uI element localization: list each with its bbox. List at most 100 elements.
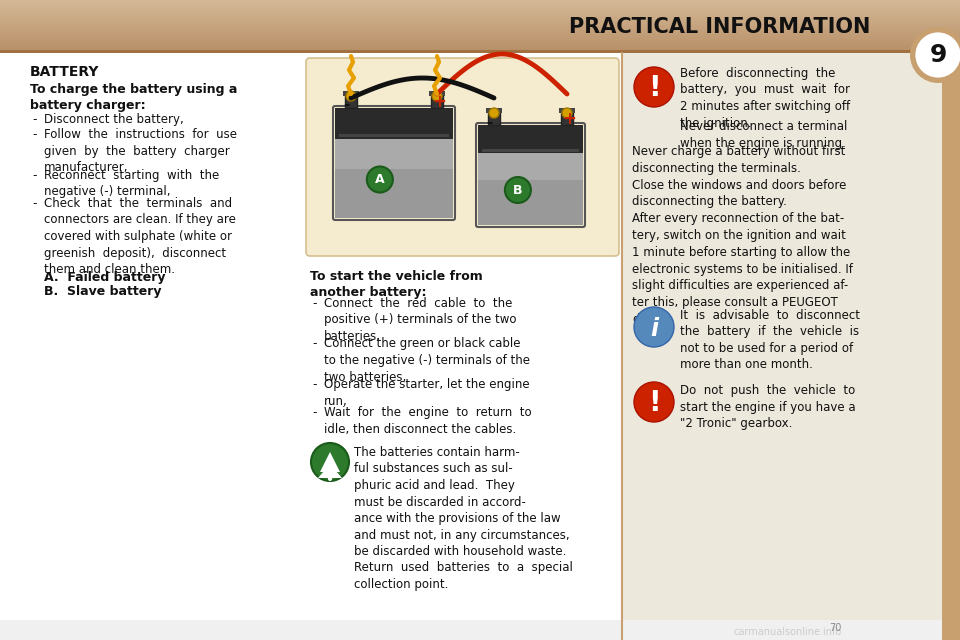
Circle shape — [914, 31, 960, 79]
Bar — [478, 150, 583, 225]
Bar — [0, 30, 960, 31]
Text: +: + — [432, 93, 446, 111]
Bar — [0, 48, 960, 49]
Bar — [0, 23, 960, 24]
Bar — [482, 149, 579, 152]
Text: A.  Failed battery: A. Failed battery — [44, 271, 165, 284]
Bar — [0, 27, 960, 28]
Bar — [486, 108, 502, 113]
Bar — [345, 94, 357, 108]
Text: i: i — [650, 317, 658, 341]
Text: -: - — [32, 113, 36, 126]
Bar — [0, 10, 960, 11]
Bar — [561, 111, 573, 125]
Bar — [622, 53, 960, 640]
Bar — [0, 38, 960, 39]
Text: The batteries contain harm-
ful substances such as sul-
phuric acid and lead.  T: The batteries contain harm- ful substanc… — [354, 446, 573, 591]
Bar — [0, 44, 960, 45]
Text: +: + — [562, 110, 576, 128]
Text: !: ! — [648, 74, 660, 102]
Circle shape — [505, 177, 531, 203]
Text: Wait  for  the  engine  to  return  to
idle, then disconnect the cables.: Wait for the engine to return to idle, t… — [324, 406, 532, 435]
Bar — [0, 11, 960, 12]
Bar — [0, 1, 960, 2]
Bar — [335, 108, 453, 139]
Text: 9: 9 — [929, 43, 947, 67]
Text: carmanualsonline.info: carmanualsonline.info — [733, 627, 841, 637]
Text: To charge the battery using a
battery charger:: To charge the battery using a battery ch… — [30, 83, 237, 112]
Text: -: - — [312, 297, 317, 310]
Bar — [0, 7, 960, 8]
Text: -: - — [32, 129, 36, 141]
Bar — [942, 53, 960, 640]
Text: Never disconnect a terminal
when the engine is running.: Never disconnect a terminal when the eng… — [680, 120, 848, 150]
Bar — [0, 19, 960, 20]
Bar — [478, 125, 583, 153]
Text: Do  not  push  the  vehicle  to
start the engine if you have a
"2 Tronic" gearbo: Do not push the vehicle to start the eng… — [680, 384, 855, 430]
Bar — [0, 15, 960, 16]
Text: Connect  the  red  cable  to  the
positive (+) terminals of the two
batteries,: Connect the red cable to the positive (+… — [324, 297, 516, 343]
Text: -: - — [312, 337, 317, 351]
FancyBboxPatch shape — [306, 58, 619, 256]
Bar — [0, 49, 960, 50]
Polygon shape — [318, 464, 342, 478]
Bar — [0, 33, 960, 34]
Bar — [0, 34, 960, 35]
Bar — [488, 111, 500, 125]
Polygon shape — [320, 452, 340, 472]
Bar — [0, 13, 960, 14]
Circle shape — [562, 108, 572, 118]
Bar — [0, 35, 960, 36]
Bar — [0, 18, 960, 19]
Text: Check  that  the  terminals  and
connectors are clean. If they are
covered with : Check that the terminals and connectors … — [44, 197, 236, 276]
Bar — [0, 37, 960, 38]
Bar — [0, 0, 960, 1]
Circle shape — [634, 382, 674, 422]
Text: 70: 70 — [829, 623, 841, 633]
Text: To start the vehicle from
another battery:: To start the vehicle from another batter… — [310, 270, 483, 299]
Bar — [0, 8, 960, 9]
Circle shape — [634, 307, 674, 347]
Bar — [0, 45, 960, 46]
Bar — [0, 26, 960, 27]
Bar — [0, 47, 960, 48]
Bar — [0, 32, 960, 33]
Text: -: - — [32, 169, 36, 182]
Circle shape — [634, 67, 674, 107]
Bar — [0, 29, 960, 30]
Bar — [343, 91, 359, 96]
Text: -: - — [312, 406, 317, 419]
Bar — [0, 42, 960, 43]
Bar — [0, 50, 960, 53]
Circle shape — [910, 27, 960, 83]
Bar — [0, 20, 960, 21]
Bar — [0, 22, 960, 23]
Bar — [0, 2, 960, 3]
Circle shape — [367, 166, 393, 193]
Bar — [339, 134, 449, 138]
Text: BATTERY: BATTERY — [30, 65, 100, 79]
Text: Connect the green or black cable
to the negative (-) terminals of the
two batter: Connect the green or black cable to the … — [324, 337, 530, 383]
Bar — [0, 12, 960, 13]
Bar — [0, 5, 960, 6]
Text: -: - — [312, 378, 317, 391]
Text: -: - — [343, 97, 349, 113]
Bar — [0, 17, 960, 18]
Text: PRACTICAL INFORMATION: PRACTICAL INFORMATION — [568, 17, 870, 37]
Bar — [0, 3, 960, 4]
Text: It  is  advisable  to  disconnect
the  battery  if  the  vehicle  is
not to be u: It is advisable to disconnect the batter… — [680, 309, 860, 371]
Text: -: - — [32, 197, 36, 210]
Bar — [0, 4, 960, 5]
Bar — [559, 108, 575, 113]
Text: Before  disconnecting  the
battery,  you  must  wait  for
2 minutes after switch: Before disconnecting the battery, you mu… — [680, 67, 851, 129]
Bar — [429, 91, 445, 96]
Bar — [0, 46, 960, 47]
Bar — [0, 16, 960, 17]
Circle shape — [432, 91, 442, 101]
Text: Operate the starter, let the engine
run,: Operate the starter, let the engine run, — [324, 378, 530, 408]
Text: -: - — [486, 115, 492, 129]
Text: Disconnect the battery,: Disconnect the battery, — [44, 113, 183, 126]
Text: Never charge a battery without first
disconnecting the terminals.
Close the wind: Never charge a battery without first dis… — [632, 145, 852, 326]
Bar — [0, 620, 942, 640]
Bar — [0, 21, 960, 22]
